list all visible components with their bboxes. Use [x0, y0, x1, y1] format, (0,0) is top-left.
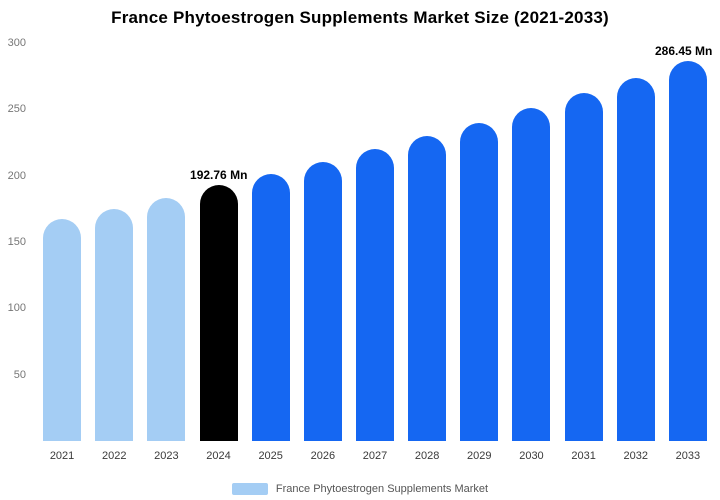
y-axis: 50 100 150 200 250 300 — [0, 37, 30, 441]
y-tick-label: 150 — [7, 236, 26, 248]
x-axis-label-2027: 2027 — [362, 450, 388, 462]
x-axis-label-2028: 2028 — [414, 450, 440, 462]
y-tick-label: 300 — [7, 37, 26, 49]
x-axis-label-2024: 2024 — [206, 450, 231, 462]
bar-2029 — [460, 122, 499, 441]
x-axis-label-2032: 2032 — [623, 450, 648, 462]
bar-2027 — [356, 149, 394, 441]
bar-2028 — [408, 135, 447, 441]
y-tick-label: 200 — [7, 169, 26, 182]
x-axis-label-2029: 2029 — [467, 450, 492, 462]
y-tick-label: 250 — [7, 103, 26, 116]
value-label-2024: 192.76 Mn — [190, 168, 248, 183]
x-axis-label-2023: 2023 — [154, 450, 179, 462]
x-axis-label-2033: 2033 — [675, 450, 701, 462]
bar-2022 — [95, 208, 134, 441]
bar-2021 — [43, 219, 82, 441]
bar-2033 — [668, 60, 707, 441]
x-axis-label-2030: 2030 — [519, 450, 544, 462]
bar-2023 — [147, 198, 186, 441]
bar-2032 — [616, 77, 655, 441]
bar-2030 — [512, 108, 551, 441]
value-label-2033: 286.45 Mn — [655, 43, 713, 58]
legend-swatch — [231, 483, 268, 495]
x-axis-label-2031: 2031 — [571, 450, 596, 462]
bar-2024 — [199, 185, 238, 441]
x-axis-label-2021: 2021 — [49, 450, 75, 462]
y-tick-label: 50 — [13, 368, 26, 381]
x-axis-label-2022: 2022 — [101, 450, 127, 462]
legend-label: France Phytoestrogen Supplements Market — [275, 483, 489, 495]
x-axis-label-2025: 2025 — [258, 450, 283, 462]
chart-title: France Phytoestrogen Supplements Market … — [111, 8, 609, 27]
y-tick-label: 100 — [7, 302, 26, 315]
x-axis-label-2026: 2026 — [310, 450, 336, 462]
bar-2026 — [303, 162, 342, 441]
bar-2025 — [251, 174, 290, 441]
bar-2031 — [564, 93, 603, 441]
plot-area: 2021 2022 2023 2024 2025 2026 2027 2028 2029 2030… — [36, 43, 714, 462]
legend: France Phytoestrogen Supplements Market — [0, 483, 720, 495]
